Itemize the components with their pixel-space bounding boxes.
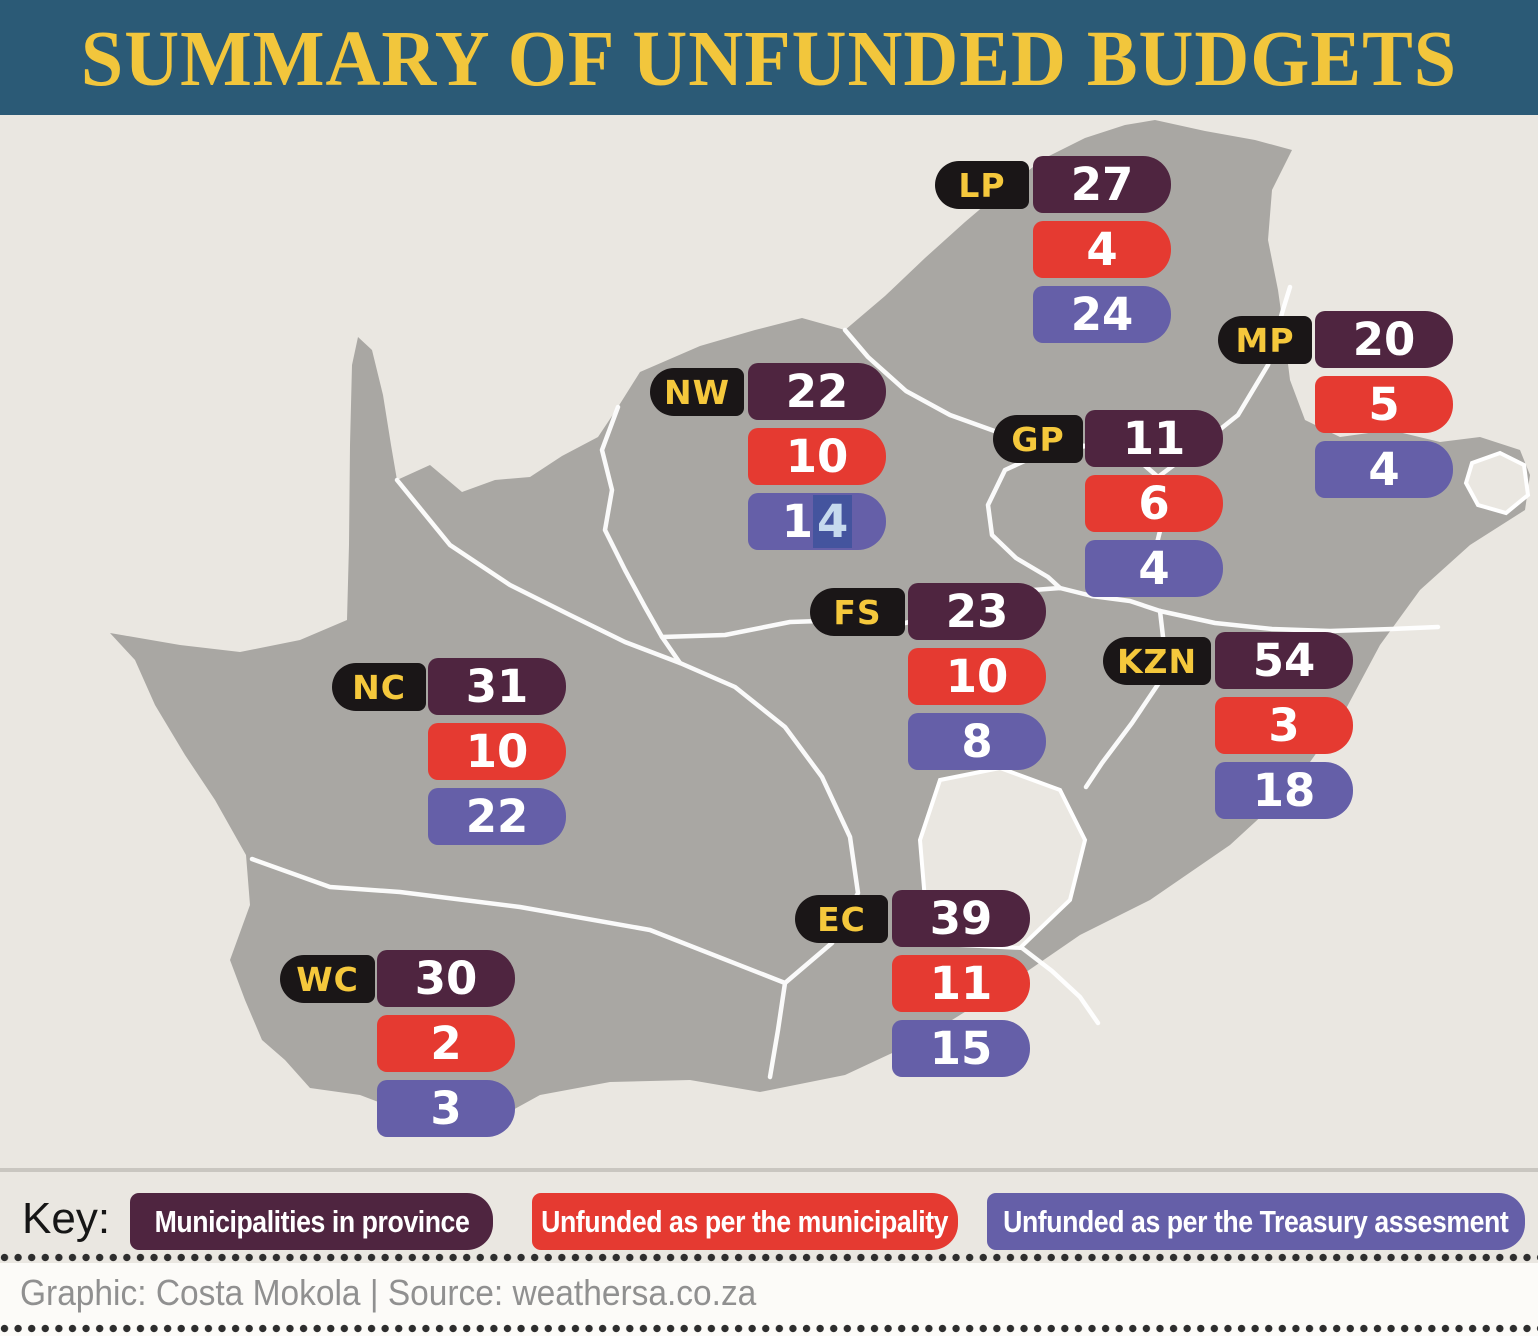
province-MP-unfunded_treasury-pill: 4 — [1315, 441, 1453, 498]
value-text: 39 — [929, 892, 993, 945]
province-label-KZN: KZN — [1103, 637, 1211, 685]
province-code: NW — [663, 372, 731, 412]
value-text: 10 — [785, 430, 849, 483]
key-divider-line — [0, 1168, 1538, 1172]
header-bar: SUMMARY OF UNFUNDED BUDGETS — [0, 0, 1538, 115]
province-KZN-unfunded_treasury-pill: 18 — [1215, 762, 1353, 819]
value-text: 22 — [465, 790, 529, 843]
value-text: 8 — [961, 715, 993, 768]
province-MP-unfunded_municipality-pill: 5 — [1315, 376, 1453, 433]
value-text: 1 — [781, 495, 813, 548]
province-NC-municipalities-pill: 31 — [428, 658, 566, 715]
value-text: 31 — [465, 660, 529, 713]
province-code: FS — [833, 592, 882, 632]
province-WC-municipalities-pill: 30 — [377, 950, 515, 1007]
key-item-text: Unfunded as per the municipality — [541, 1203, 949, 1239]
province-NW-unfunded_municipality-pill: 10 — [748, 428, 886, 485]
province-label-LP: LP — [935, 161, 1029, 209]
province-code: MP — [1235, 320, 1295, 360]
province-label-WC: WC — [280, 955, 375, 1003]
key-item-text: Unfunded as per the Treasury assesment — [1003, 1203, 1509, 1239]
key-item-2: Unfunded as per the Treasury assesment — [987, 1193, 1525, 1250]
value-text: 11 — [1122, 412, 1186, 465]
province-label-NW: NW — [650, 368, 744, 416]
footer-band — [0, 1263, 1538, 1336]
value-text: 3 — [430, 1082, 462, 1135]
value-text: 23 — [945, 585, 1009, 638]
province-NC-unfunded_treasury-pill: 22 — [428, 788, 566, 845]
province-code: KZN — [1116, 641, 1198, 681]
province-code: GP — [1011, 419, 1065, 459]
province-GP-municipalities-pill: 11 — [1085, 410, 1223, 467]
value-text: 15 — [929, 1022, 993, 1075]
value-text: 5 — [1368, 378, 1400, 431]
eswatini-enclave — [1463, 450, 1531, 516]
province-label-GP: GP — [993, 415, 1083, 463]
province-label-EC: EC — [795, 895, 888, 943]
province-LP-unfunded_municipality-pill: 4 — [1033, 221, 1171, 278]
value-text: 2 — [430, 1017, 462, 1070]
province-label-MP: MP — [1218, 316, 1312, 364]
province-WC-unfunded_municipality-pill: 2 — [377, 1015, 515, 1072]
value-text: 24 — [1070, 288, 1134, 341]
value-text: 3 — [1268, 699, 1300, 752]
province-EC-municipalities-pill: 39 — [892, 890, 1030, 947]
province-KZN-municipalities-pill: 54 — [1215, 632, 1353, 689]
value-text: 30 — [414, 952, 478, 1005]
province-LP-unfunded_treasury-pill: 24 — [1033, 286, 1171, 343]
value-text: 11 — [929, 957, 993, 1010]
province-code: WC — [296, 959, 359, 999]
value-text: 10 — [945, 650, 1009, 703]
province-FS-unfunded_municipality-pill: 10 — [908, 648, 1046, 705]
value-text: 54 — [1252, 634, 1316, 687]
key-label: Key: — [22, 1194, 111, 1243]
province-GP-unfunded_municipality-pill: 6 — [1085, 475, 1223, 532]
value-text-selected: 4 — [813, 495, 853, 548]
value-text: 20 — [1352, 313, 1416, 366]
province-KZN-unfunded_municipality-pill: 3 — [1215, 697, 1353, 754]
credits-text: Graphic: Costa Mokola | Source: weathers… — [20, 1272, 757, 1313]
province-WC-unfunded_treasury-pill: 3 — [377, 1080, 515, 1137]
dotted-separator-top — [0, 1253, 1538, 1262]
province-code: EC — [817, 899, 866, 939]
value-text: 4 — [1138, 542, 1170, 595]
province-FS-municipalities-pill: 23 — [908, 583, 1046, 640]
province-GP-unfunded_treasury-pill: 4 — [1085, 540, 1223, 597]
province-code: LP — [958, 165, 1006, 205]
page-title: SUMMARY OF UNFUNDED BUDGETS — [80, 15, 1458, 103]
value-text: 4 — [1086, 223, 1118, 276]
province-label-NC: NC — [332, 663, 426, 711]
key-item-0: Municipalities in province — [130, 1193, 493, 1250]
value-text: 22 — [785, 365, 849, 418]
province-FS-unfunded_treasury-pill: 8 — [908, 713, 1046, 770]
value-text: 10 — [465, 725, 529, 778]
key-item-text: Municipalities in province — [154, 1203, 469, 1239]
province-NC-unfunded_municipality-pill: 10 — [428, 723, 566, 780]
value-text: 4 — [1368, 443, 1400, 496]
province-EC-unfunded_treasury-pill: 15 — [892, 1020, 1030, 1077]
key-item-1: Unfunded as per the municipality — [532, 1193, 958, 1250]
province-MP-municipalities-pill: 20 — [1315, 311, 1453, 368]
province-LP-municipalities-pill: 27 — [1033, 156, 1171, 213]
value-text: 6 — [1138, 477, 1170, 530]
value-text: 27 — [1070, 158, 1134, 211]
province-label-FS: FS — [810, 588, 905, 636]
province-EC-unfunded_municipality-pill: 11 — [892, 955, 1030, 1012]
province-code: NC — [352, 667, 406, 707]
dotted-separator-bottom — [0, 1324, 1538, 1333]
province-NW-municipalities-pill: 22 — [748, 363, 886, 420]
value-text: 18 — [1252, 764, 1316, 817]
